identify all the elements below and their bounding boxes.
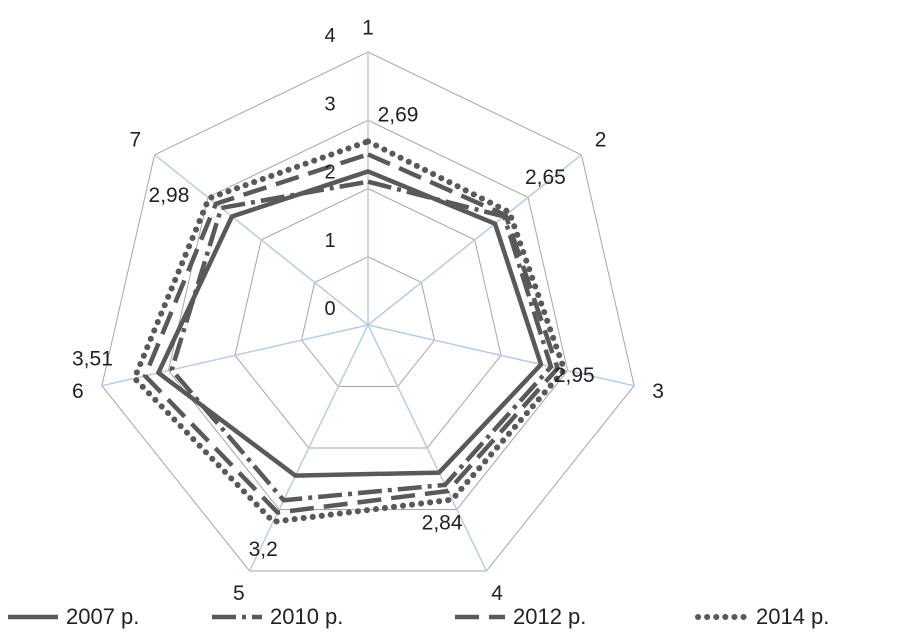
label-layer: 1 2 3 4 5 6 7 0 1 2 3 4 2,69 2,65 2,95 2,84 3,2 3,51 2,98 xyxy=(72,16,664,605)
category-label-1: 1 xyxy=(362,16,374,39)
tick-label-2: 2 xyxy=(324,162,335,184)
category-label-4: 4 xyxy=(491,582,503,605)
gridline-1 xyxy=(300,256,436,387)
data-label-6: 3,51 xyxy=(72,347,113,370)
gridline-4 xyxy=(101,51,635,572)
category-label-6: 6 xyxy=(72,380,84,403)
category-label-5: 5 xyxy=(233,582,245,605)
tick-label-1: 1 xyxy=(324,230,335,252)
data-label-2: 2,65 xyxy=(525,166,566,189)
spoke-5 xyxy=(248,324,369,572)
data-label-7: 2,98 xyxy=(149,184,190,207)
series-line-0 xyxy=(156,169,544,478)
series-line-1 xyxy=(169,179,554,503)
series-line-2 xyxy=(142,152,560,515)
gridline-2 xyxy=(234,187,502,449)
data-label-1: 2,69 xyxy=(378,103,419,126)
spoke-4 xyxy=(367,324,488,572)
legend-label-3: 2014 р. xyxy=(756,604,829,629)
tick-label-0: 0 xyxy=(324,298,335,320)
spoke-7 xyxy=(154,154,369,326)
legend-label-0: 2007 р. xyxy=(66,604,139,629)
series-line-3 xyxy=(131,138,568,525)
category-label-3: 3 xyxy=(652,380,664,403)
spoke-2 xyxy=(367,154,582,326)
spoke-3 xyxy=(367,324,635,387)
category-label-2: 2 xyxy=(595,128,607,151)
tick-label-3: 3 xyxy=(324,93,335,115)
tick-label-4: 4 xyxy=(324,25,335,47)
data-label-4: 2,84 xyxy=(422,512,463,535)
data-label-3: 2,95 xyxy=(554,364,595,387)
legend-layer: 2007 р. 2010 р. 2012 р. 2014 р. xyxy=(8,604,829,629)
series-layer xyxy=(131,138,568,525)
legend-label-2: 2012 р. xyxy=(513,604,586,629)
category-label-7: 7 xyxy=(130,128,142,151)
legend-label-1: 2010 р. xyxy=(270,604,343,629)
data-label-5: 3,2 xyxy=(249,538,278,561)
